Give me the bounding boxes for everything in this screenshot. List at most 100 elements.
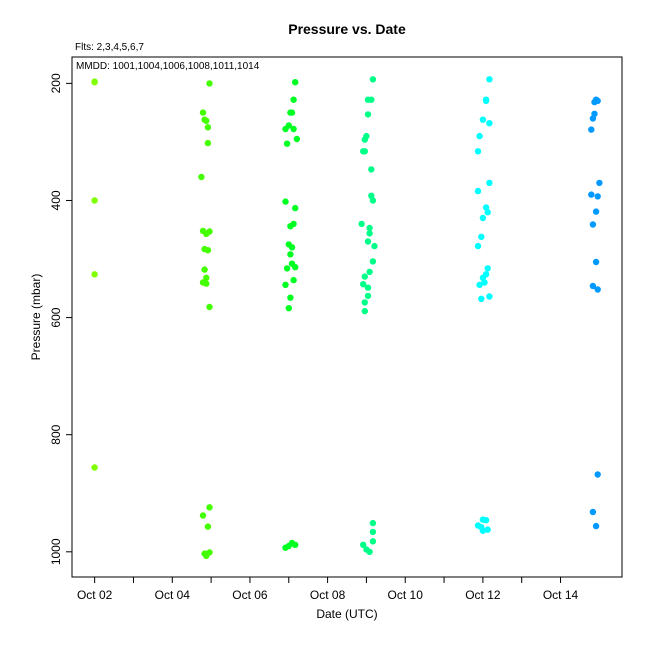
- data-point-series-6: [589, 282, 597, 290]
- data-point-series-1: [91, 464, 98, 471]
- data-point-series-3: [292, 79, 299, 86]
- x-tick-label: Oct 14: [543, 588, 579, 602]
- x-tick-label: Oct 04: [155, 588, 191, 602]
- data-point-series-4: [361, 273, 368, 280]
- x-tick-label: Oct 10: [388, 588, 424, 602]
- data-point-series-2: [206, 504, 213, 511]
- data-point-series-4: [369, 197, 377, 204]
- x-tick-label: Oct 02: [77, 588, 113, 602]
- data-point-series-4: [361, 307, 368, 315]
- data-point-series-4: [366, 268, 373, 276]
- y-axis-label: Pressure (mbar): [29, 274, 43, 361]
- data-point-series-1: [91, 79, 98, 86]
- data-point-series-3: [290, 220, 297, 228]
- data-point-series-3: [292, 264, 299, 271]
- data-point-series-6: [592, 258, 600, 266]
- data-point-series-4: [369, 538, 377, 545]
- data-point-series-4: [366, 548, 373, 555]
- data-point-series-5: [486, 76, 493, 83]
- data-point-series-5: [484, 265, 491, 272]
- data-point-series-4: [358, 220, 365, 228]
- data-point-series-5: [479, 116, 487, 123]
- data-point-series-2: [198, 173, 205, 181]
- data-point-series-3: [287, 294, 294, 301]
- data-point-series-1: [91, 197, 98, 204]
- data-point-series-6: [592, 522, 600, 530]
- y-tick-label: 1000: [49, 538, 63, 565]
- data-point-series-5: [476, 132, 483, 140]
- data-point-series-4: [366, 224, 373, 232]
- data-point-series-2: [199, 109, 207, 116]
- data-point-series-4: [361, 148, 368, 155]
- data-point-series-4: [369, 519, 377, 527]
- data-point-series-4: [364, 238, 372, 245]
- data-point-series-3: [290, 276, 297, 284]
- data-point-series-3: [285, 122, 292, 129]
- data-point-series-6: [592, 208, 600, 215]
- data-point-series-4: [364, 284, 372, 291]
- data-point-series-4: [369, 258, 377, 265]
- data-point-series-4: [366, 230, 373, 237]
- data-point-series-6: [596, 179, 603, 187]
- x-tick-label: Oct 08: [310, 588, 346, 602]
- data-point-series-2: [204, 523, 212, 530]
- data-point-series-3: [282, 198, 289, 205]
- data-point-series-3: [288, 109, 296, 116]
- data-point-series-2: [203, 280, 210, 287]
- data-point-series-5: [478, 233, 485, 240]
- data-point-series-2: [199, 512, 207, 519]
- data-point-series-6: [589, 508, 597, 516]
- data-point-series-6: [588, 126, 595, 133]
- data-point-series-5: [476, 281, 483, 288]
- data-point-series-5: [474, 242, 482, 250]
- data-point-series-3: [292, 204, 299, 212]
- data-point-series-5: [484, 526, 491, 533]
- data-point-series-3: [285, 305, 292, 312]
- data-point-series-2: [206, 549, 213, 556]
- data-point-series-2: [201, 266, 208, 273]
- data-point-series-6: [594, 193, 601, 200]
- data-point-series-4: [364, 111, 372, 118]
- data-point-series-5: [478, 295, 485, 302]
- data-points: [91, 76, 603, 560]
- data-point-series-6: [588, 191, 595, 198]
- x-tick-label: Oct 06: [232, 588, 268, 602]
- data-point-series-4: [360, 541, 367, 548]
- data-point-series-5: [486, 179, 493, 187]
- data-point-series-5: [479, 527, 487, 534]
- y-tick-label: 200: [49, 73, 63, 93]
- data-point-series-4: [360, 281, 367, 288]
- data-point-series-5: [482, 97, 490, 105]
- x-axis: Oct 02 Oct 04 Oct 06 Oct 08 Oct 10 Oct 12 Oct …: [77, 577, 579, 602]
- data-point-series-5: [481, 279, 488, 286]
- data-point-series-3: [290, 96, 297, 103]
- x-axis-label: Date (UTC): [316, 607, 377, 621]
- data-point-series-6: [594, 97, 601, 105]
- fits-annotation: Flts: 2,3,4,5,6,7: [75, 42, 144, 53]
- data-point-series-2: [204, 124, 212, 131]
- y-tick-label: 600: [49, 307, 63, 327]
- data-point-series-5: [474, 187, 482, 195]
- data-point-series-4: [369, 528, 377, 536]
- data-point-series-4: [368, 96, 375, 103]
- data-point-series-3: [282, 281, 289, 288]
- data-point-series-3: [292, 541, 299, 548]
- y-tick-label: 400: [49, 190, 63, 210]
- chart-title: Pressure vs. Date: [288, 21, 406, 37]
- mmdd-annotation: MMDD: 1001,1004,1006,1008,1011,1014: [76, 61, 260, 72]
- data-point-series-5: [482, 517, 490, 524]
- data-point-series-3: [290, 125, 297, 133]
- data-point-series-1: [91, 271, 98, 278]
- plot-area-frame: [71, 56, 623, 578]
- data-point-series-3: [283, 140, 291, 147]
- data-point-series-6: [594, 471, 601, 478]
- data-point-series-2: [206, 228, 213, 235]
- data-point-series-2: [204, 139, 212, 147]
- data-point-series-3: [288, 244, 296, 251]
- data-point-series-5: [486, 293, 493, 300]
- data-point-series-3: [283, 265, 291, 272]
- data-point-series-5: [484, 209, 491, 216]
- data-point-series-4: [364, 292, 372, 300]
- data-point-series-5: [474, 148, 482, 155]
